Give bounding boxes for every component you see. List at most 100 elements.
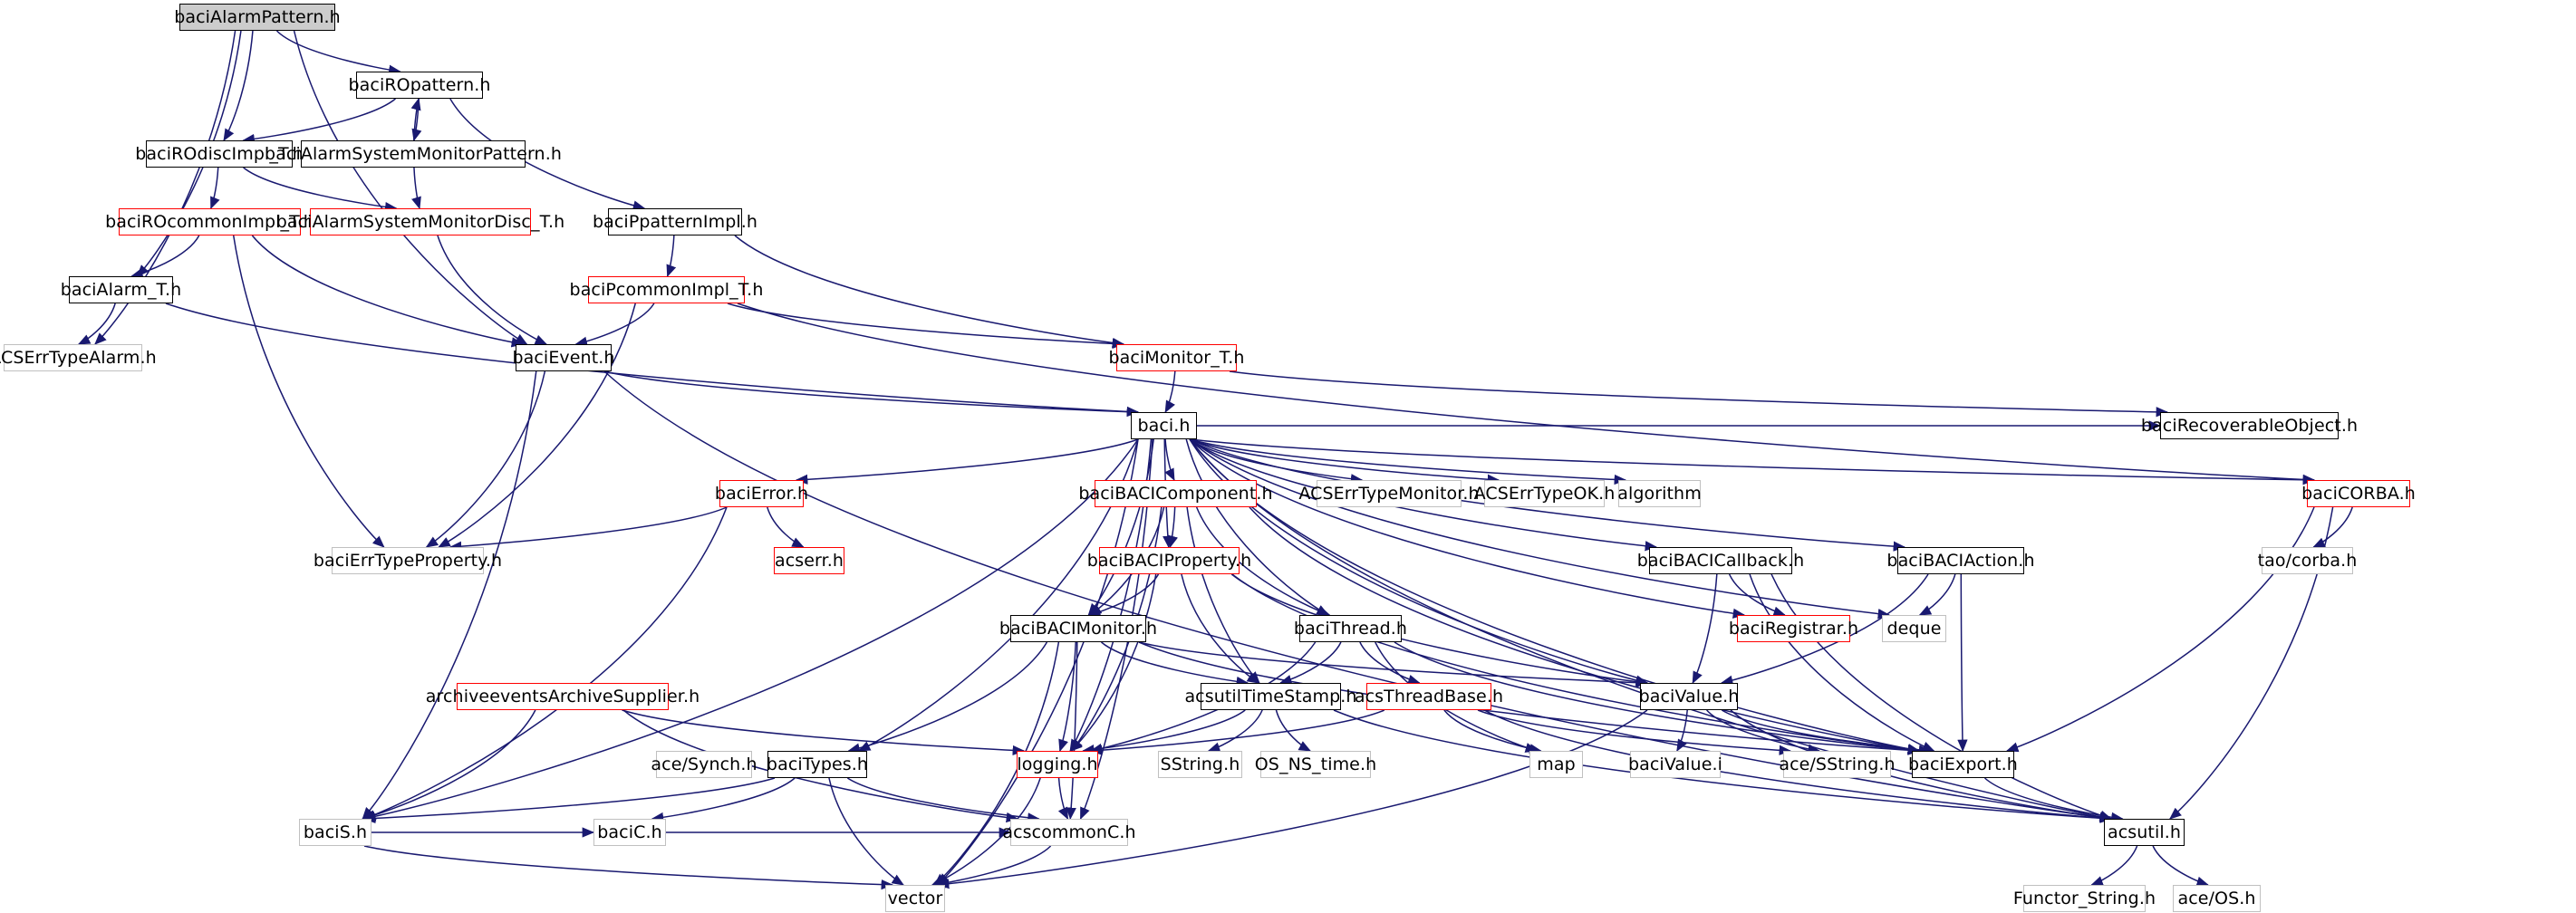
graph-node-baciAlarmPattern[interactable]: baciAlarmPattern.h — [174, 4, 341, 31]
edge-acsThreadBase-to-map — [1443, 709, 1542, 754]
edge-baciAlarmSystemMonitorPattern-to-baciAlarmSystemMonitorDisc_T — [411, 167, 421, 210]
graph-node-acsutil[interactable]: acsutil.h — [2104, 819, 2185, 846]
graph-node-baciS[interactable]: baciS.h — [299, 819, 371, 846]
graph-node-archiveeventsArchiveSupplier[interactable]: archiveeventsArchiveSupplier.h — [426, 683, 699, 710]
graph-node-baciTypes[interactable]: baciTypes.h — [767, 751, 868, 778]
graph-node-baci[interactable]: baci.h — [1131, 412, 1197, 439]
edge-baciAlarmPattern-to-baciEvent — [293, 30, 528, 345]
edge-baciError-to-acserr — [767, 506, 805, 548]
edge-acsutilTimeStamp-to-SString — [1207, 709, 1263, 753]
edge-baciAlarmPattern-to-baciAlarm_T — [136, 30, 242, 277]
edge-baciBACIProperty-to-acsutilTimeStamp — [1181, 573, 1260, 684]
graph-node-acsThreadBase[interactable]: acsThreadBase.h — [1355, 683, 1503, 710]
edge-baciEvent-to-acsutil — [603, 370, 2113, 822]
graph-node-ACSErrTypeAlarm[interactable]: ACSErrTypeAlarm.h — [0, 344, 157, 371]
graph-node-baciBACIProperty[interactable]: baciBACIProperty.h — [1087, 547, 1251, 574]
graph-node-ACSErrTypeOK[interactable]: ACSErrTypeOK.h — [1474, 480, 1615, 507]
edge-baciValue-to-acsutil — [1730, 709, 2113, 823]
edge-baci-to-baciThread — [1185, 438, 1329, 616]
graph-node-map[interactable]: map — [1529, 751, 1583, 778]
graph-node-baciExport[interactable]: baciExport.h — [1908, 751, 2018, 778]
edge-baciBACIMonitor-to-baciTypes — [847, 641, 1048, 754]
graph-node-OS_NS_time[interactable]: OS_NS_time.h — [1255, 751, 1376, 778]
graph-node-baciBACIMonitor[interactable]: baciBACIMonitor.h — [999, 615, 1157, 642]
graph-node-ACSErrTypeMonitor[interactable]: ACSErrTypeMonitor.h — [1298, 480, 1480, 507]
graph-node-baciThread[interactable]: baciThread.h — [1294, 615, 1407, 642]
edge-baciBACICallback-to-baciValue — [1692, 573, 1718, 685]
edge-baciThread-to-acsutilTimeStamp — [1278, 641, 1342, 685]
graph-node-deque[interactable]: deque — [1882, 615, 1946, 642]
edge-baciBACIComponent-to-baciExport — [1249, 506, 1921, 754]
graph-node-baciCORBA[interactable]: baciCORBA.h — [2301, 480, 2416, 507]
edge-baciValue-to-vector — [936, 709, 1648, 889]
edge-baciBACIComponent-to-baciThread — [1195, 506, 1331, 617]
edge-baciExport-to-acsutil — [1983, 777, 2124, 822]
graph-node-algorithm[interactable]: algorithm — [1617, 480, 1702, 507]
graph-node-acserr[interactable]: acserr.h — [774, 547, 844, 574]
edge-baciBACIAction-to-deque — [1918, 573, 1956, 616]
edge-baciBACIProperty-to-baciValue — [1230, 573, 1649, 687]
graph-node-ace_Synch[interactable]: ace/Synch.h — [651, 751, 757, 778]
edge-baciPcommonImpl_T-to-baciErrTypeProperty — [438, 303, 636, 548]
graph-node-baciError[interactable]: baciError.h — [715, 480, 808, 507]
graph-node-ace_OS[interactable]: ace/OS.h — [2173, 885, 2261, 912]
graph-node-baciROdiscImpl_T[interactable]: baciROdiscImpl_T.h — [135, 140, 304, 168]
edge-baci-to-acscommonC — [1079, 438, 1153, 821]
edge-baciAlarm_T-to-baci — [165, 303, 1140, 418]
graph-node-baciPpatternImpl[interactable]: baciPpatternImpl.h — [593, 208, 757, 235]
graph-node-baciC[interactable]: baciC.h — [593, 819, 666, 846]
graph-node-baciBACICallback[interactable]: baciBACICallback.h — [1637, 547, 1804, 574]
edge-baci-to-baciCORBA — [1189, 438, 2316, 485]
graph-node-acscommonC[interactable]: acscommonC.h — [1002, 819, 1136, 846]
edge-baciThread-to-baciExport — [1394, 641, 1921, 755]
graph-node-baciValue[interactable]: baciValue.h — [1639, 683, 1739, 710]
graph-node-logging[interactable]: logging.h — [1017, 751, 1098, 778]
edge-baci-to-baciExport — [1189, 438, 1921, 754]
edge-baciBACIProperty-to-logging — [1069, 573, 1157, 752]
graph-node-baciRecoverableObject[interactable]: baciRecoverableObject.h — [2141, 412, 2358, 439]
edge-baci-to-algorithm — [1189, 438, 1627, 485]
edge-baciPpatternImpl-to-baciMonitor_T — [734, 235, 1125, 349]
graph-node-baciAlarmSystemMonitorPattern[interactable]: baciAlarmSystemMonitorPattern.h — [265, 140, 562, 168]
edge-baciError-to-baciErrTypeProperty — [449, 506, 728, 552]
graph-node-baciValue_i[interactable]: baciValue.i — [1628, 751, 1722, 778]
graph-node-baciRegistrar[interactable]: baciRegistrar.h — [1729, 615, 1858, 642]
graph-node-baciROcommonImpl_T[interactable]: baciROcommonImpl_T.h — [105, 208, 314, 235]
graph-node-acsutilTimeStamp[interactable]: acsutilTimeStamp.h — [1184, 683, 1356, 710]
graph-node-SString[interactable]: SString.h — [1158, 751, 1242, 778]
graph-node-Functor_String[interactable]: Functor_String.h — [2013, 885, 2156, 912]
graph-node-ace_SString[interactable]: ace/SString.h — [1779, 751, 1896, 778]
graph-node-tao_corba[interactable]: tao/corba.h — [2258, 547, 2357, 574]
edge-baci-to-deque — [1189, 438, 1891, 620]
edge-acsThreadBase-to-ace_SString — [1477, 709, 1792, 755]
graph-node-baciPcommonImpl_T[interactable]: baciPcommonImpl_T.h — [570, 276, 763, 303]
edge-baciBACIProperty-to-baciBACIMonitor — [1087, 573, 1160, 618]
edge-baci-to-baciValue — [1189, 438, 1649, 686]
graph-node-baciAlarm_T[interactable]: baciAlarm_T.h — [61, 276, 181, 303]
edge-baciAlarm_T-to-ACSErrTypeAlarm — [77, 303, 116, 345]
edge-baciEvent-to-baciS — [362, 370, 537, 820]
graph-node-baciMonitor_T[interactable]: baciMonitor_T.h — [1108, 344, 1244, 371]
graph-node-baciROpattern[interactable]: baciROpattern.h — [349, 72, 490, 99]
graph-node-baciAlarmSystemMonitorDisc_T[interactable]: baciAlarmSystemMonitorDisc_T.h — [276, 208, 564, 235]
edge-baci-to-baciS — [362, 438, 1139, 822]
edge-baciTypes-to-baciC — [651, 777, 796, 823]
graph-node-baciEvent[interactable]: baciEvent.h — [512, 344, 614, 371]
graph-node-vector[interactable]: vector — [885, 885, 945, 912]
edge-baciThread-to-acsThreadBase — [1359, 641, 1421, 685]
edge-baciBACIAction-to-baciExport — [1957, 573, 1968, 753]
edge-baciBACICallback-to-baciExport — [1749, 573, 1935, 752]
edge-baciROdiscImpl_T-to-baciROcommonImpl_T — [210, 167, 220, 210]
edge-baciROcommonImpl_T-to-baciErrTypeProperty — [232, 235, 385, 548]
edge-baciPpatternImpl-to-baciPcommonImpl_T — [666, 235, 677, 278]
edge-baciBACIAction-to-baciValue — [1720, 573, 1929, 686]
graph-node-baciBACIAction[interactable]: baciBACIAction.h — [1886, 547, 2034, 574]
graph-node-baciBACIComponent[interactable]: baciBACIComponent.h — [1078, 480, 1273, 507]
edge-baciAlarmSystemMonitorDisc_T-to-baciEvent — [437, 235, 548, 345]
edge-archiveeventsArchiveSupplier-to-acscommonC — [622, 709, 1019, 823]
edge-baciEvent-to-baciErrTypeProperty — [425, 370, 546, 548]
edge-baciValue-to-baciValue_i — [1676, 709, 1688, 752]
graph-node-baciErrTypeProperty[interactable]: baciErrTypeProperty.h — [314, 547, 502, 574]
edge-baciAlarmSystemMonitorPattern-to-baciROpattern — [410, 97, 421, 141]
edge-baciMonitor_T-to-baci — [1164, 370, 1176, 413]
